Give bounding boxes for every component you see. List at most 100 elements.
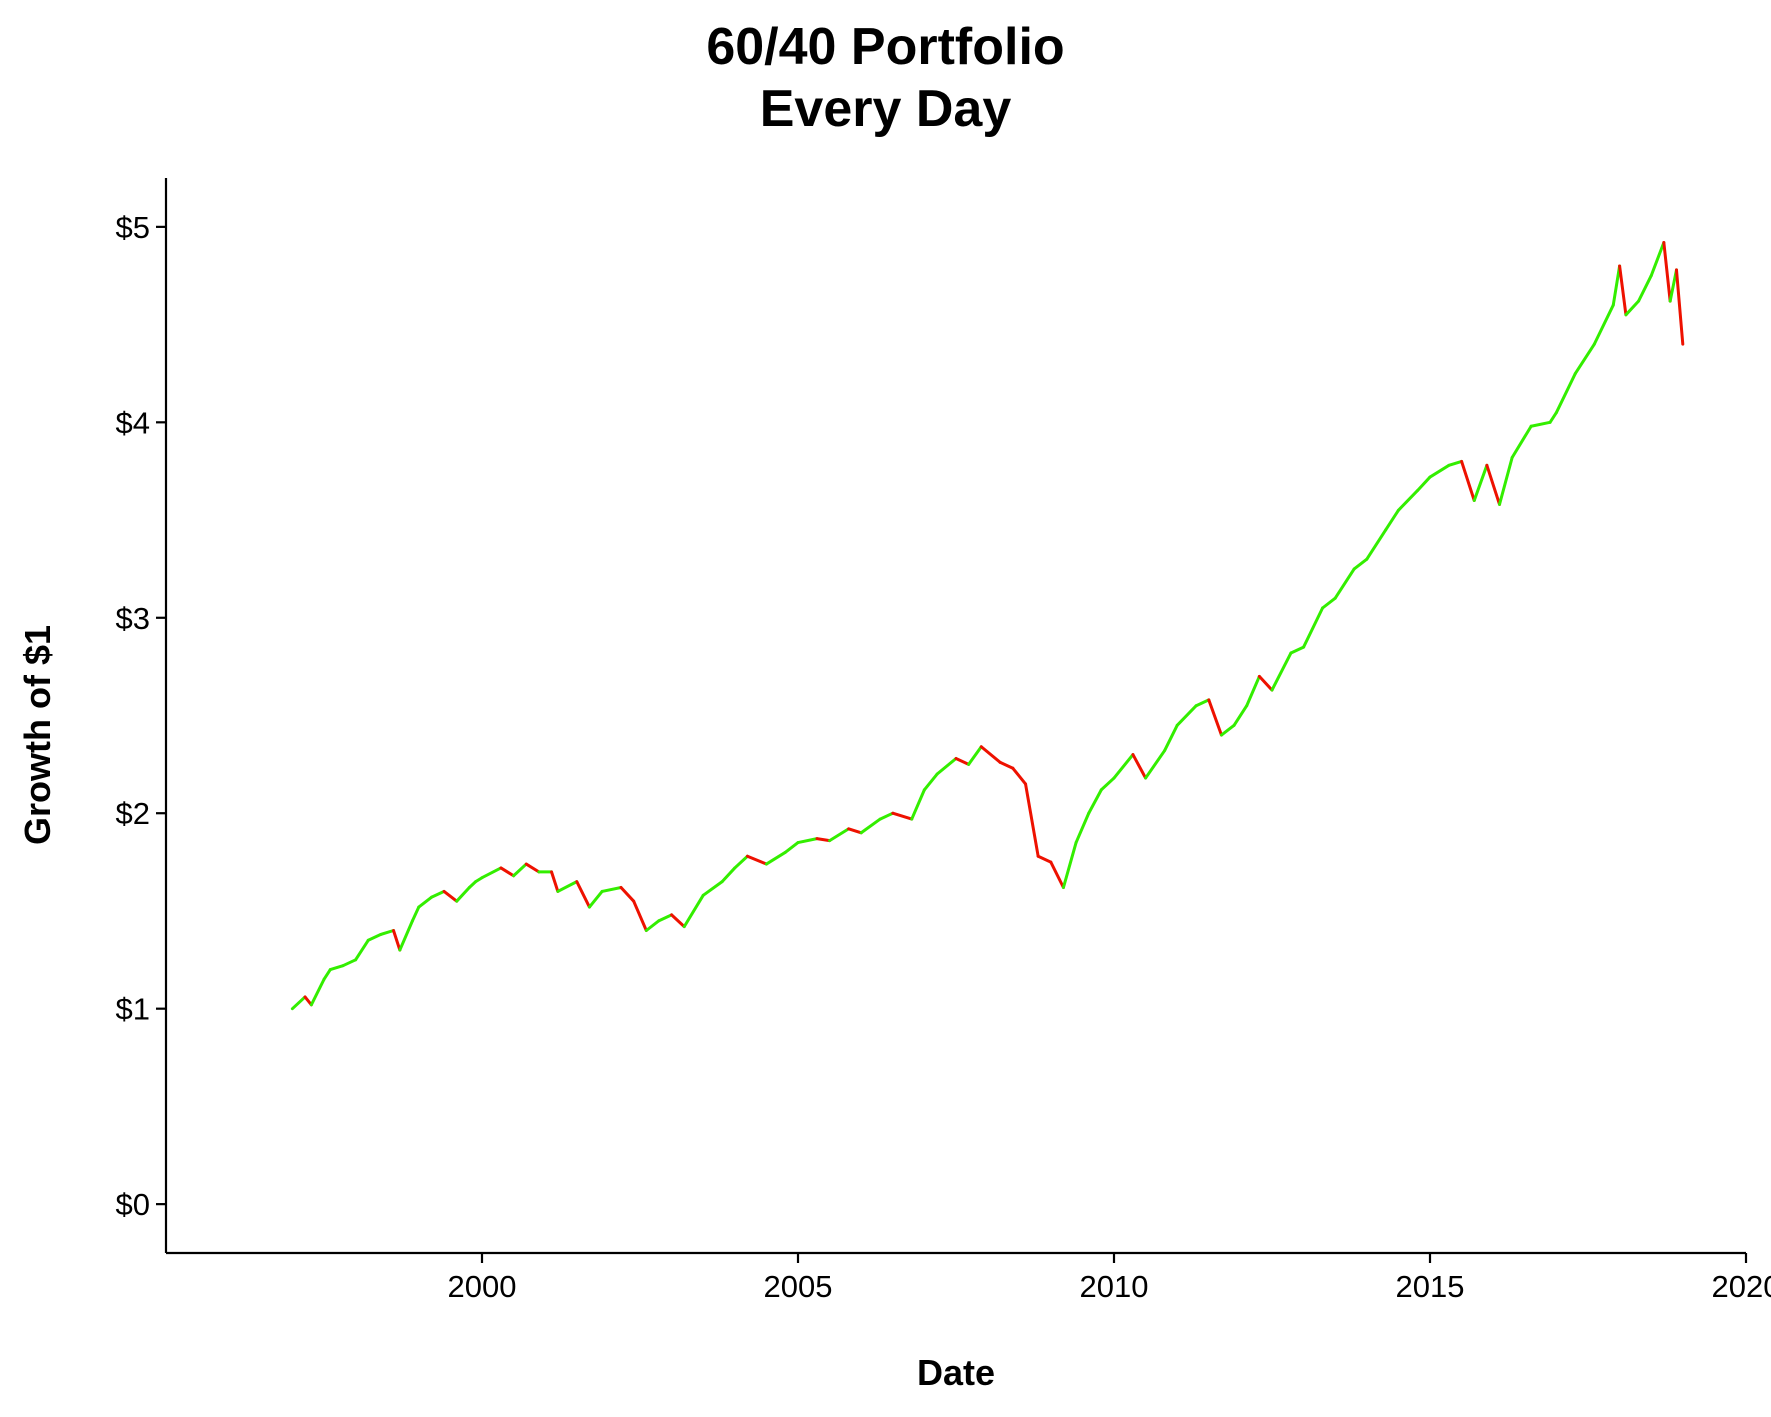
line-segment: [1257, 674, 1274, 692]
line-segment: [1384, 508, 1400, 532]
line-segment: [1498, 456, 1514, 506]
line-segment: [1087, 788, 1103, 815]
line-segment: [417, 895, 433, 909]
line-segment: [1163, 723, 1179, 753]
line-segment: [859, 817, 882, 835]
line-segment: [398, 919, 414, 952]
line-segment: [600, 886, 623, 893]
line-segment: [341, 958, 358, 968]
line-segment: [733, 854, 749, 870]
line-segment: [1049, 860, 1065, 889]
y-tick-label: $4: [116, 405, 150, 440]
line-segment: [1548, 411, 1558, 424]
line-segment: [1131, 753, 1148, 780]
line-segment: [891, 811, 914, 821]
ticks: $0 $1 $2 $3 $4 $5 2000 2005 2010 2015 2020: [116, 210, 1771, 1304]
line-segment: [1036, 854, 1053, 864]
line-segment: [644, 919, 661, 932]
line-segment: [524, 862, 541, 874]
line-segment: [910, 788, 926, 821]
line-segment: [1573, 342, 1596, 375]
y-tick-label: $1: [116, 992, 150, 1027]
line-segment: [1618, 264, 1628, 317]
line-segment: [1074, 811, 1091, 845]
line-segment: [1144, 749, 1167, 780]
line-segment: [1554, 371, 1577, 415]
chart-title-line-1: 60/40 Portfolio: [706, 18, 1065, 76]
line-segment: [1175, 704, 1198, 727]
line-segment: [967, 745, 983, 766]
x-axis-title: Date: [917, 1352, 995, 1393]
line-segment: [366, 932, 383, 942]
line-segment: [1592, 303, 1615, 346]
line-segment: [1270, 651, 1293, 692]
line-segment: [328, 964, 345, 972]
line-segment: [354, 938, 370, 962]
line-segment: [392, 929, 402, 952]
line-segment: [847, 827, 863, 835]
line-segment: [442, 889, 459, 903]
line-segment: [1011, 766, 1028, 786]
x-tick-label: 2000: [448, 1269, 517, 1304]
line-segment: [1365, 528, 1388, 561]
line-segment: [657, 913, 674, 923]
axes: [164, 178, 1746, 1255]
line-segment: [1637, 274, 1653, 303]
line-segment: [815, 837, 832, 843]
line-segment: [1396, 489, 1419, 512]
line-segment: [322, 968, 332, 981]
chart-title-line-2: Every Day: [759, 80, 1012, 138]
line-segment: [1207, 698, 1223, 737]
line-segment: [1289, 645, 1306, 655]
line-segment: [1194, 698, 1211, 708]
y-tick-label: $3: [116, 601, 150, 636]
line-segment: [720, 866, 737, 884]
line-segment: [1529, 420, 1552, 428]
line-segment: [379, 929, 396, 936]
line-segment: [1662, 241, 1672, 303]
line-segment: [1415, 475, 1432, 493]
y-axis-title: Growth of $1: [17, 625, 58, 845]
line-segment: [1219, 723, 1236, 737]
line-segment: [1611, 264, 1622, 307]
line-segment: [878, 811, 895, 821]
line-segment: [745, 854, 768, 866]
line-segment: [682, 893, 705, 929]
line-segment: [1460, 459, 1476, 502]
line-segment: [1321, 596, 1337, 610]
line-segment: [632, 899, 648, 932]
series-line: [290, 241, 1685, 1011]
line-segment: [556, 880, 579, 893]
line-segment: [764, 850, 787, 866]
line-segment: [1510, 424, 1533, 459]
line-segment: [1428, 463, 1451, 479]
line-segment: [587, 889, 604, 909]
line-segment: [1485, 463, 1502, 506]
line-segment: [998, 760, 1015, 770]
x-tick-label: 2020: [1712, 1269, 1771, 1304]
line-segment: [1674, 268, 1685, 346]
line-segment: [309, 977, 326, 1007]
line-segment: [1112, 753, 1135, 780]
y-tick-label: $5: [116, 210, 150, 245]
line-segment: [429, 889, 446, 899]
line-segment: [1245, 674, 1261, 708]
line-segment: [922, 772, 939, 792]
line-segment: [303, 995, 313, 1007]
line-segment: [828, 827, 851, 843]
line-segment: [1061, 841, 1078, 889]
line-segment: [1099, 776, 1116, 792]
line-segment: [512, 862, 528, 878]
x-tick-label: 2010: [1080, 1269, 1149, 1304]
line-segment: [499, 866, 516, 878]
y-tick-label: $0: [116, 1187, 150, 1222]
x-tick-label: 2015: [1396, 1269, 1465, 1304]
line-segment: [979, 745, 1002, 764]
line-segment: [1333, 567, 1356, 600]
line-segment: [796, 837, 819, 845]
line-segment: [701, 880, 724, 897]
line-segment: [954, 757, 971, 766]
line-segment: [455, 886, 471, 903]
line-segment: [575, 880, 591, 909]
